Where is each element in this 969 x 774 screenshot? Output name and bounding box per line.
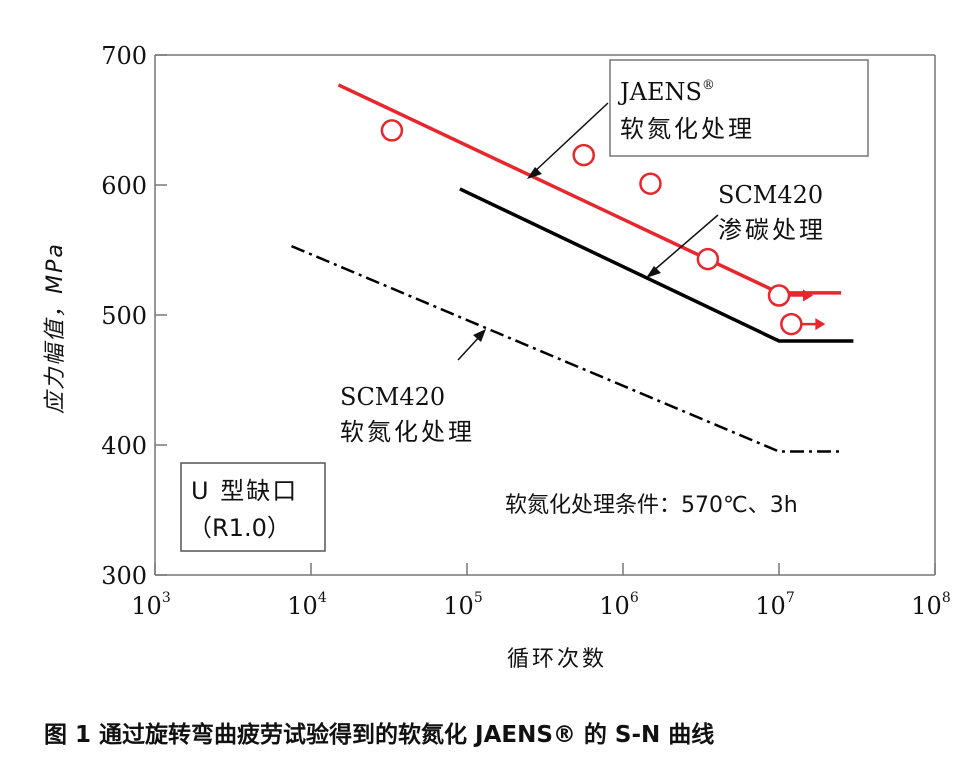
scm420-carburized-label-line2: 渗碳处理	[718, 216, 826, 244]
data-point-marker	[380, 119, 404, 142]
jaens-leader-line	[532, 102, 609, 174]
y-axis-label: 应力幅值，MPa	[43, 242, 68, 414]
y-tick-label: 600	[101, 172, 147, 200]
x-tick-label: 103	[131, 590, 170, 620]
y-tick-label: 400	[101, 432, 147, 460]
series-scm420-nitrided-line	[291, 244, 842, 453]
x-axis-ticks: 103 104 105 106 107 108	[131, 563, 951, 620]
jaens-leader-arrowhead	[527, 167, 542, 179]
nitrided-leader-line	[457, 334, 482, 361]
carburized-leader-line	[651, 214, 719, 273]
data-point-marker	[639, 172, 662, 195]
leader-arrows	[457, 102, 719, 361]
x-tick-label: 106	[599, 590, 639, 620]
scm420-nitrided-label-line2: 软氮化处理	[340, 418, 475, 446]
runout-arrow-head	[815, 318, 826, 331]
figure-caption: 图 1 通过旋转弯曲疲劳试验得到的软氮化 JAENS® 的 S-N 曲线	[44, 721, 714, 748]
jaens-label-box	[609, 59, 869, 157]
y-tick-label: 700	[101, 42, 147, 70]
notch-note-box	[180, 462, 326, 552]
jaens-label-line1: JAENS®	[617, 78, 715, 106]
treatment-condition-note: 软氮化处理条件：570℃、3h	[505, 493, 798, 518]
jaens-label-text: JAENS	[617, 78, 702, 106]
series-scm420-carburized-line	[459, 187, 854, 343]
x-axis-label: 循环次数	[507, 647, 607, 672]
x-tick-label: 108	[911, 590, 950, 620]
jaens-data-markers	[380, 119, 826, 336]
notch-note-line2: （R1.0）	[188, 514, 291, 542]
nitrided-leader-arrowhead	[473, 329, 486, 342]
scm420-carburized-label-line1: SCM420	[718, 181, 823, 209]
runout-arrow-head	[803, 289, 813, 302]
x-tick-label: 104	[287, 590, 327, 620]
scm420-nitrided-label-line1: SCM420	[340, 383, 445, 411]
carburized-leader-arrowhead	[646, 266, 661, 278]
data-point-marker	[696, 247, 720, 271]
y-axis-ticks: 300 400 500 600 700	[101, 42, 167, 590]
notch-note-line1: U 型缺口	[191, 477, 298, 505]
y-tick-label: 500	[101, 302, 147, 330]
data-point-marker	[572, 143, 595, 167]
x-tick-label: 105	[443, 590, 482, 620]
y-tick-label: 300	[101, 562, 147, 590]
registered-mark: ®	[702, 78, 715, 93]
jaens-label-line2: 软氮化处理	[620, 115, 755, 143]
x-tick-label: 107	[755, 590, 794, 620]
data-point-marker	[780, 312, 803, 336]
data-point-marker	[767, 284, 791, 307]
